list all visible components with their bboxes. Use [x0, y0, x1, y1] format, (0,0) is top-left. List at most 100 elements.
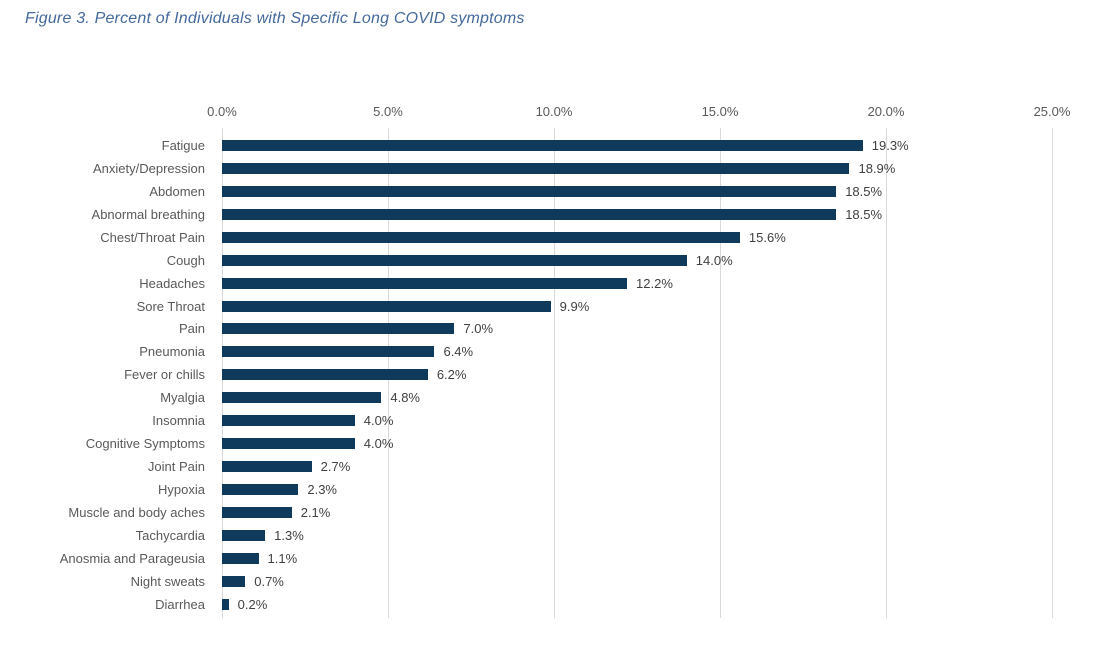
bar-track: 18.9% — [222, 157, 1052, 180]
value-label: 18.5% — [845, 183, 883, 199]
category-label: Fatigue — [161, 137, 205, 153]
bar-track: 2.1% — [222, 501, 1052, 524]
bar-track: 2.3% — [222, 478, 1052, 501]
bar — [222, 392, 382, 404]
bar-row: Cough 14.0% — [0, 249, 1099, 272]
gridline — [1052, 128, 1053, 618]
category-label: Anosmia and Parageusia — [59, 550, 205, 566]
bar-track: 15.6% — [222, 226, 1052, 249]
value-label: 18.5% — [845, 206, 883, 222]
value-label: 2.1% — [300, 504, 331, 520]
value-label: 7.0% — [463, 321, 494, 337]
bar-row: Pneumonia 6.4% — [0, 340, 1099, 363]
value-label: 9.9% — [559, 298, 590, 314]
bar-track: 12.2% — [222, 272, 1052, 295]
bar-track: 9.9% — [222, 295, 1052, 318]
value-label: 15.6% — [748, 229, 786, 245]
gridline — [554, 128, 555, 618]
bar-track: 6.4% — [222, 340, 1052, 363]
value-label: 6.4% — [443, 344, 474, 360]
bar-row: Headaches 12.2% — [0, 272, 1099, 295]
category-label: Cough — [166, 252, 205, 268]
bar-row: Abdomen 18.5% — [0, 180, 1099, 203]
bar — [222, 323, 455, 335]
bar-track: 19.3% — [222, 134, 1052, 157]
bar — [222, 277, 628, 289]
bar-row: Hypoxia 2.3% — [0, 478, 1099, 501]
category-label: Fever or chills — [124, 367, 205, 383]
bar-row: Chest/Throat Pain 15.6% — [0, 226, 1099, 249]
value-label: 0.2% — [237, 596, 268, 612]
category-label: Myalgia — [160, 390, 205, 406]
bar — [222, 598, 229, 610]
bar-track: 4.0% — [222, 432, 1052, 455]
value-label: 19.3% — [871, 137, 909, 153]
category-label: Abdomen — [149, 183, 205, 199]
category-label: Joint Pain — [147, 459, 205, 475]
bar-track: 0.2% — [222, 593, 1052, 616]
bar — [222, 254, 687, 266]
bar — [222, 552, 259, 564]
bar-row: Diarrhea 0.2% — [0, 593, 1099, 616]
bar-row: Cognitive Symptoms 4.0% — [0, 432, 1099, 455]
value-label: 2.3% — [307, 482, 337, 498]
value-label: 6.2% — [436, 367, 467, 383]
bar-row: Pain 7.0% — [0, 318, 1099, 341]
x-tick-label: 20.0% — [867, 104, 905, 119]
bar-track: 4.8% — [222, 386, 1052, 409]
bar — [222, 529, 266, 541]
bar-track: 7.0% — [222, 318, 1052, 341]
category-label: Diarrhea — [155, 596, 205, 612]
category-label: Muscle and body aches — [68, 504, 205, 520]
category-label: Night sweats — [130, 573, 205, 589]
bar — [222, 231, 740, 243]
value-label: 18.9% — [858, 160, 896, 176]
bar-track: 6.2% — [222, 363, 1052, 386]
bar — [222, 461, 312, 473]
bar-rows: Fatigue 19.3% Anxiety/Depression 18.9% Abdom… — [0, 134, 1099, 616]
value-label: 0.7% — [254, 573, 284, 589]
bar — [222, 162, 850, 174]
bar-track: 1.1% — [222, 547, 1052, 570]
category-label: Cognitive Symptoms — [85, 436, 205, 452]
bar-row: Insomnia 4.0% — [0, 409, 1099, 432]
category-label: Pain — [178, 321, 205, 337]
bar — [222, 300, 551, 312]
value-label: 1.1% — [267, 550, 298, 566]
bar-track: 1.3% — [222, 524, 1052, 547]
x-tick-label: 25.0% — [1033, 104, 1071, 119]
bar-row: Abnormal breathing 18.5% — [0, 203, 1099, 226]
bar — [222, 369, 428, 381]
value-label: 1.3% — [274, 527, 304, 543]
bar — [222, 575, 246, 587]
bar-row: Fatigue 19.3% — [0, 134, 1099, 157]
figure-title: Figure 3. Percent of Individuals with Sp… — [25, 10, 525, 27]
bar-row: Anosmia and Parageusia 1.1% — [0, 547, 1099, 570]
bar-track: 14.0% — [222, 249, 1052, 272]
bar — [222, 185, 837, 197]
bar-row: Tachycardia 1.3% — [0, 524, 1099, 547]
bar-row: Myalgia 4.8% — [0, 386, 1099, 409]
value-label: 14.0% — [695, 252, 733, 268]
bar — [222, 208, 837, 220]
x-tick-label: 5.0% — [373, 104, 403, 119]
category-label: Abnormal breathing — [91, 206, 205, 222]
bar-row: Anxiety/Depression 18.9% — [0, 157, 1099, 180]
bar — [222, 506, 292, 518]
gridline — [886, 128, 887, 618]
category-label: Pneumonia — [139, 344, 205, 360]
category-label: Anxiety/Depression — [93, 160, 205, 176]
x-tick-label: 10.0% — [535, 104, 573, 119]
bar-row: Joint Pain 2.7% — [0, 455, 1099, 478]
gridline — [720, 128, 721, 618]
bar-track: 4.0% — [222, 409, 1052, 432]
bar-track: 2.7% — [222, 455, 1052, 478]
value-label: 2.7% — [320, 459, 351, 475]
value-label: 4.0% — [363, 413, 394, 429]
category-label: Chest/Throat Pain — [100, 229, 205, 245]
bar-row: Fever or chills 6.2% — [0, 363, 1099, 386]
x-tick-label: 15.0% — [701, 104, 739, 119]
x-tick-label: 0.0% — [207, 104, 237, 119]
